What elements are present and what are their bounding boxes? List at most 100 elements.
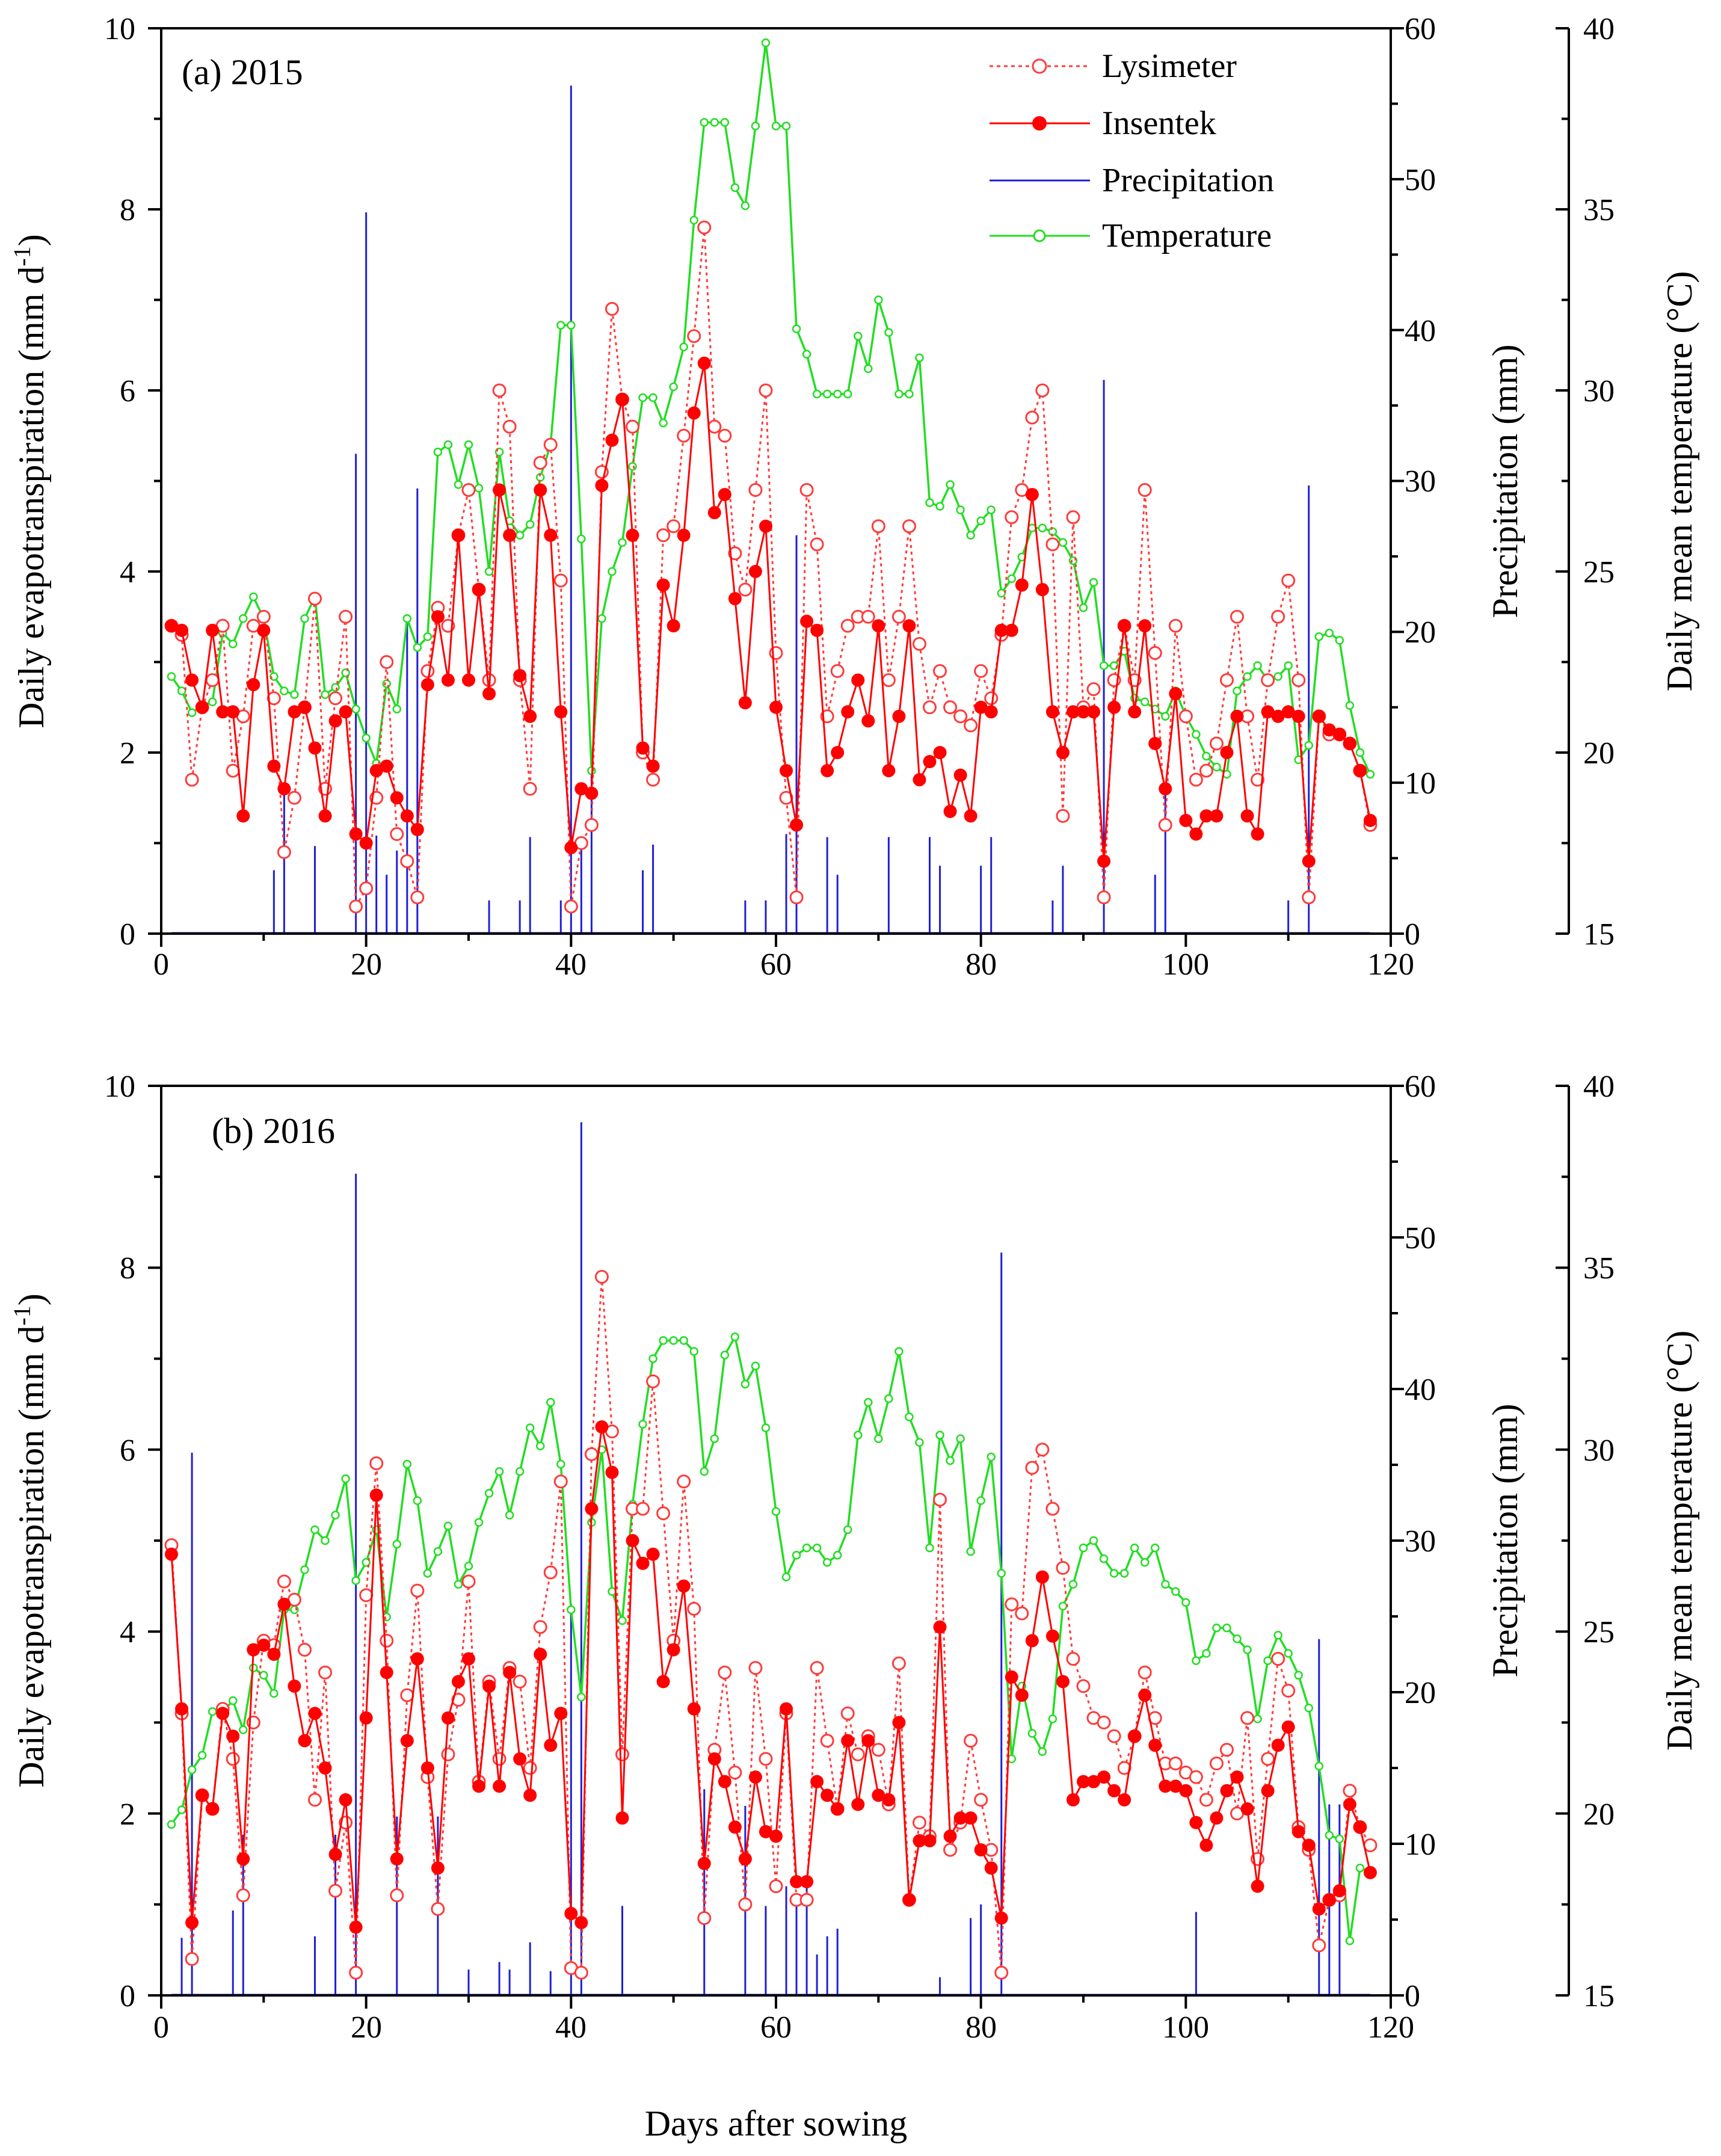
insentek-point [1179, 813, 1193, 827]
insentek-point [1199, 809, 1213, 823]
insentek-point [1025, 1634, 1039, 1648]
temperature-point [341, 1474, 350, 1483]
lysimeter-point [656, 528, 671, 543]
temperature-point [474, 1518, 484, 1527]
lysimeter-point [1292, 673, 1306, 688]
lysimeter-point [328, 1883, 343, 1898]
insentek-point [882, 764, 896, 778]
insentek-point [574, 782, 588, 796]
insentek-point [636, 1556, 650, 1570]
insentek-point [503, 1666, 517, 1680]
temperature-point [1192, 730, 1201, 739]
temperature-point [864, 364, 873, 374]
y2-tick-label: 50 [1405, 163, 1436, 197]
lysimeter-point [707, 419, 722, 434]
insentek-point [872, 1788, 885, 1802]
temperature-point [884, 328, 893, 337]
unit-superscript: -1 [8, 246, 35, 266]
lysimeter-point [277, 845, 291, 860]
insentek-point [1363, 813, 1377, 827]
lysimeter-point [1158, 818, 1172, 832]
temperature-point [290, 690, 299, 699]
lysimeter-point [461, 483, 476, 497]
insentek-point [748, 565, 762, 578]
temperature-line [167, 38, 1375, 779]
insentek-point [902, 619, 916, 633]
lysimeter-point [205, 673, 220, 688]
insentek-point [1210, 1811, 1224, 1825]
insentek-point [267, 1648, 281, 1661]
temperature-point [638, 393, 647, 402]
insentek-point [748, 1770, 762, 1784]
insentek-point [687, 1702, 701, 1716]
lysimeter-point [759, 383, 773, 398]
lysimeter-point [185, 772, 199, 787]
insentek-point [953, 1811, 967, 1825]
lysimeter-point [891, 1656, 906, 1671]
temperature-point [1027, 1729, 1037, 1738]
insentek-point [420, 678, 434, 692]
insentek-point [943, 1829, 957, 1843]
temperature-point [331, 683, 340, 692]
insentek-point [1261, 1784, 1275, 1797]
insentek-point [1332, 1884, 1346, 1898]
temperature-point [628, 462, 637, 471]
temperature-point [1089, 1536, 1098, 1545]
temperature-point [239, 614, 248, 623]
insentek-point [1148, 1739, 1162, 1752]
temperature-point [402, 614, 412, 623]
y2-tick-label: 0 [1405, 917, 1420, 952]
y-tick-label: 4 [120, 555, 135, 590]
x-tick-label: 100 [1162, 2010, 1209, 2045]
legend-item-insentek: Insentek [990, 105, 1216, 142]
temperature-point [1038, 1747, 1047, 1757]
insentek-point [913, 1834, 926, 1847]
y-tick-label: 8 [120, 193, 135, 227]
insentek-point [1035, 583, 1049, 597]
lysimeter-point [359, 1588, 374, 1603]
insentek-point [554, 705, 568, 719]
temperature-point [546, 1397, 555, 1407]
lysimeter-point [502, 419, 517, 434]
temperature-point [423, 632, 433, 641]
insentek-point [851, 1797, 865, 1811]
insentek-point [369, 764, 383, 778]
insentek-point [462, 673, 475, 687]
temperature-point [925, 1543, 934, 1553]
insentek-point [585, 786, 599, 800]
insentek-point [1056, 746, 1070, 759]
temperature-point [905, 389, 914, 399]
lysimeter-point [1199, 763, 1213, 778]
insentek-point [964, 809, 977, 823]
temperature-point [167, 1820, 176, 1829]
insentek-point [1230, 1770, 1244, 1784]
lysimeter-point [1178, 709, 1193, 724]
lysimeter-point [1281, 1683, 1296, 1698]
lysimeter-point [1056, 808, 1070, 823]
y-tick-label: 10 [104, 1070, 135, 1104]
lysimeter-point [687, 1601, 701, 1616]
temperature-point [648, 393, 657, 402]
lysimeter-point [871, 1743, 885, 1757]
insentek-point [851, 673, 865, 687]
insentek-point [298, 700, 312, 714]
insentek-point [175, 623, 189, 637]
lysimeter-point [1086, 682, 1101, 697]
x-tick-label: 40 [555, 2010, 586, 2045]
temperature-point [792, 324, 801, 333]
y-tick-label: 10 [104, 12, 135, 46]
temperature-point [1048, 1714, 1058, 1723]
lysimeter-point [1281, 573, 1296, 588]
lysimeter-point [584, 1447, 599, 1461]
temperature-point [843, 1525, 852, 1535]
temperature-point [577, 1692, 586, 1702]
temperature-point [1181, 1598, 1190, 1607]
lysimeter-point [1343, 1784, 1357, 1798]
lysimeter-point [1056, 1560, 1070, 1575]
insentek-point [1118, 619, 1131, 633]
insentek-point [236, 1852, 250, 1866]
insentek-point [1251, 1879, 1264, 1893]
insentek-point [933, 1620, 947, 1634]
insentek-point [1066, 1793, 1080, 1806]
insentek-point [226, 705, 240, 719]
